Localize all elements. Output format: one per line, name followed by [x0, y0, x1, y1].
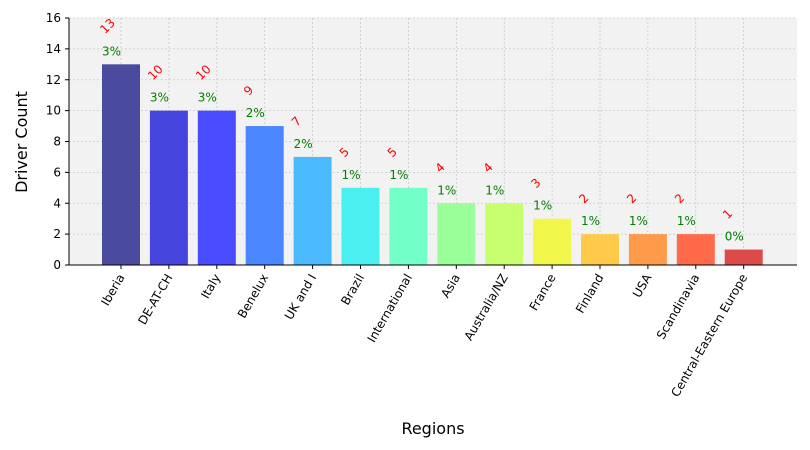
x-tick-label: UK and I: [282, 272, 319, 323]
bar-6: [389, 187, 428, 265]
y-tick-label: 0: [53, 258, 61, 272]
x-tick-label: Iberia: [98, 272, 127, 309]
percent-label: 1%: [485, 183, 504, 197]
y-tick-label: 8: [53, 135, 61, 149]
y-tick-label: 14: [46, 42, 61, 56]
percent-label: 1%: [533, 199, 552, 213]
percent-label: 1%: [629, 214, 648, 228]
percent-label: 1%: [389, 168, 408, 182]
y-tick-label: 10: [46, 104, 61, 118]
bar-1: [149, 110, 188, 265]
x-tick-label: Finland: [573, 272, 607, 316]
bar-12: [676, 234, 715, 265]
y-tick-label: 16: [46, 11, 61, 25]
x-tick-label: France: [527, 272, 559, 314]
bar-2: [197, 110, 236, 265]
percent-label: 3%: [150, 91, 169, 105]
x-axis-title: Regions: [401, 419, 464, 438]
x-tick-label: DE-AT-CH: [135, 272, 175, 328]
bar-4: [293, 156, 332, 265]
bar-8: [485, 203, 524, 265]
bar-9: [533, 218, 572, 265]
percent-label: 1%: [677, 214, 696, 228]
x-tick-label: Brazil: [338, 272, 367, 308]
bar-5: [341, 187, 380, 265]
percent-label: 1%: [581, 214, 600, 228]
percent-label: 2%: [294, 137, 313, 151]
y-tick-label: 4: [53, 196, 61, 210]
percent-label: 1%: [342, 168, 361, 182]
percent-label: 1%: [437, 183, 456, 197]
bar-10: [581, 234, 619, 265]
y-tick-label: 6: [53, 165, 61, 179]
y-axis-title: Driver Count: [12, 91, 31, 193]
x-tick-label: Australia/NZ: [462, 272, 511, 343]
x-tick-label: Scandinavia: [654, 272, 703, 342]
x-tick-label: USA: [630, 271, 655, 300]
x-tick-label: Italy: [198, 272, 223, 302]
bar-3: [245, 126, 284, 265]
x-tick-label: International: [365, 272, 415, 345]
percent-label: 3%: [198, 91, 217, 105]
bar-0: [102, 64, 140, 265]
percent-label: 2%: [246, 106, 265, 120]
x-tick-label: Benelux: [235, 272, 271, 321]
percent-label: 0%: [725, 230, 744, 244]
y-tick-label: 2: [53, 227, 61, 241]
bar-7: [437, 203, 476, 265]
x-tick-label: Asia: [438, 272, 463, 301]
bars: [102, 64, 763, 265]
y-tick-label: 12: [46, 73, 61, 87]
bar-11: [628, 234, 667, 265]
percent-label: 3%: [102, 44, 121, 58]
bar-13: [724, 249, 763, 265]
